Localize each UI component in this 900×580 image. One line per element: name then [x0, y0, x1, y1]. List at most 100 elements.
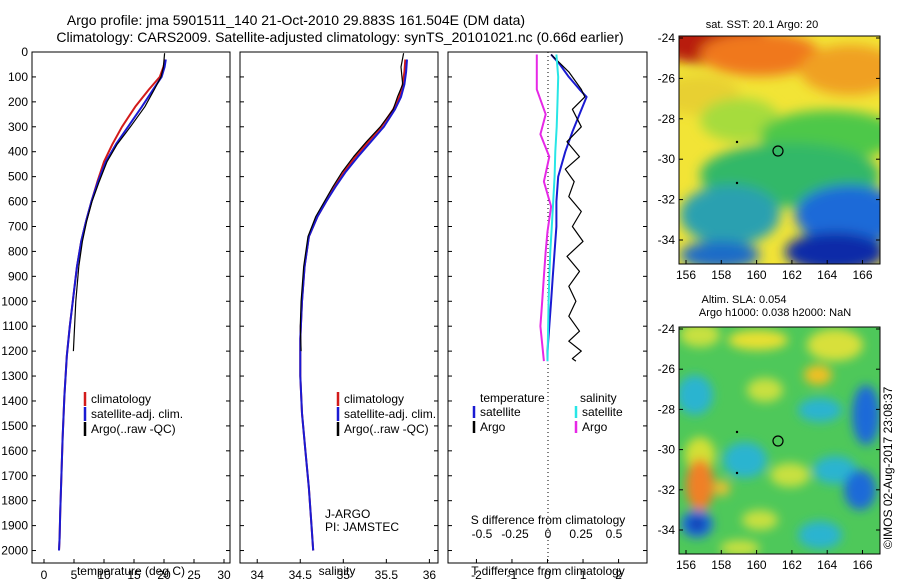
map-x-tick-label: 158	[711, 558, 731, 572]
salinity-series	[299, 53, 408, 551]
depth-tick-label: 0	[21, 45, 28, 59]
series-climatology	[299, 59, 407, 551]
map-y-tick-label: -32	[658, 193, 676, 207]
map-y-tick-label: -26	[658, 71, 676, 85]
map-dot	[735, 140, 739, 144]
difference-series	[535, 53, 588, 362]
sla-map-image	[679, 327, 880, 554]
depth-tick-label: 1900	[1, 519, 28, 533]
legend-s-argo: Argo	[582, 420, 608, 434]
map-x-tick-label: 160	[747, 558, 767, 572]
map-x-tick-label: 164	[817, 268, 837, 282]
x-tick-label: 1	[580, 568, 587, 580]
sal-legend-satellite: satellite-adj. clim.	[344, 407, 436, 421]
x-tick-label: -1	[507, 568, 518, 580]
depth-tick-label: 1100	[2, 319, 28, 333]
temp-legend-climatology: climatology	[91, 392, 151, 406]
s-diff-tick-label: 0.25	[569, 527, 593, 541]
depth-tick-label: 600	[8, 195, 28, 209]
difference-legend: temperature salinity satellite Argo sate…	[472, 391, 623, 434]
depth-tick-label: 400	[8, 145, 28, 159]
series-argo-raw-qc-	[299, 53, 405, 352]
map-y-tick-label: -34	[658, 523, 676, 537]
imos-stamp: ©IMOS 02-Aug-2017 23:08:37	[881, 386, 895, 549]
map-y-tick-label: -30	[658, 443, 676, 457]
legend-t-argo: Argo	[480, 420, 506, 434]
sst-map-title: sat. SST: 20.1 Argo: 20	[706, 19, 819, 31]
depth-tick-label: 1500	[1, 419, 28, 433]
depth-tick-label: 1200	[1, 344, 28, 358]
sst-map-frame	[678, 35, 881, 265]
s-diff-tick-label: 0.5	[606, 527, 623, 541]
legend-temperature-header: temperature	[480, 391, 545, 405]
header-line2: Climatology: CARS2009. Satellite-adjuste…	[56, 29, 623, 45]
temp-legend-argo: Argo(..raw -QC)	[91, 422, 176, 436]
map-y-tick-label: -28	[658, 112, 676, 126]
sal-legend-argo: Argo(..raw -QC)	[344, 422, 429, 436]
map-dot	[735, 181, 739, 185]
x-tick-label: 35.5	[375, 568, 399, 580]
x-tick-label: 0	[544, 568, 551, 580]
depth-tick-label: 500	[8, 170, 28, 184]
map-y-tick-label: -26	[658, 362, 676, 376]
map-x-tick-label: 162	[782, 558, 802, 572]
depth-tick-label: 300	[8, 120, 28, 134]
map-y-tick-label: -34	[658, 233, 676, 247]
difference-x-axis: -2 -1 0 1 2	[471, 559, 622, 580]
depth-tick-label: 800	[8, 244, 28, 258]
s-diff-tick-label: -0.25	[501, 527, 529, 541]
depth-tick-label: 900	[8, 269, 28, 283]
x-tick-label: 0	[41, 568, 48, 580]
depth-axis: 0 100 200 300 400 500 600 700 800 900 1000 1100 1200…	[1, 45, 647, 558]
salinity-panel-frame	[239, 51, 439, 564]
header-line1: Argo profile: jma 5901511_140 21-Oct-201…	[67, 12, 525, 28]
depth-tick-label: 1000	[1, 294, 28, 308]
map-x-tick-label: 156	[676, 268, 696, 282]
map-x-tick-label: 162	[782, 268, 802, 282]
t-difference-label: T difference from climatology	[471, 564, 625, 578]
x-tick-label: 10	[97, 568, 111, 580]
sla-map-title1: Altim. SLA: 0.054	[702, 294, 787, 306]
map-x-tick-label: 166	[852, 268, 872, 282]
depth-tick-label: 200	[8, 95, 28, 109]
legend-t-satellite: satellite	[480, 405, 521, 419]
sal-legend-climatology: climatology	[344, 392, 404, 406]
temperature-xlabel: temperature (deg C)	[77, 564, 185, 578]
series-salinity-satellite	[546, 54, 560, 362]
x-tick-label: 34.5	[289, 568, 313, 580]
sst-map-image	[679, 36, 880, 264]
temperature-legend: climatology satellite-adj. clim. Argo(..…	[83, 392, 183, 436]
series-argo-raw-qc-	[72, 53, 166, 352]
s-diff-tick-label: 0	[545, 527, 552, 541]
map-x-tick-label: 160	[747, 268, 767, 282]
pi-note: PI: JAMSTEC	[325, 520, 399, 534]
x-tick-label: 34	[251, 568, 265, 580]
salinity-x-axis: 34 34.5 35 35.5 36	[251, 559, 436, 580]
series-climatology	[58, 59, 167, 551]
depth-tick-label: 1800	[1, 494, 28, 508]
legend-salinity-header: salinity	[580, 391, 617, 405]
salinity-xlabel: salinity	[319, 564, 356, 578]
sla-map-axes: -24 -26 -28 -30 -32 -34 156 158 160 162 164 166	[658, 322, 880, 572]
series-salinity-argo	[535, 54, 553, 362]
sst-map-axes: -24 -26 -28 -30 -32 -34 156 158 160 162 164 166	[658, 31, 880, 282]
map-x-tick-label: 156	[676, 558, 696, 572]
map-x-tick-label: 158	[711, 268, 731, 282]
depth-tick-label: 700	[8, 219, 28, 233]
x-tick-label: 5	[71, 568, 78, 580]
s-difference-axis: -0.5 -0.25 0 0.25 0.5	[472, 527, 623, 541]
depth-tick-label: 1600	[1, 444, 28, 458]
map-dot	[735, 430, 739, 434]
x-tick-label: 30	[217, 568, 231, 580]
s-difference-label: S difference from climatology	[471, 513, 626, 527]
map-y-tick-label: -32	[658, 483, 676, 497]
x-tick-label: 25	[187, 568, 201, 580]
depth-tick-label: 100	[8, 70, 28, 84]
map-x-tick-label: 164	[817, 558, 837, 572]
map-y-tick-label: -24	[658, 31, 676, 45]
x-tick-label: 2	[615, 568, 622, 580]
series-temperature-satellite	[546, 53, 588, 362]
series-satellite-adj-clim-	[299, 59, 408, 551]
